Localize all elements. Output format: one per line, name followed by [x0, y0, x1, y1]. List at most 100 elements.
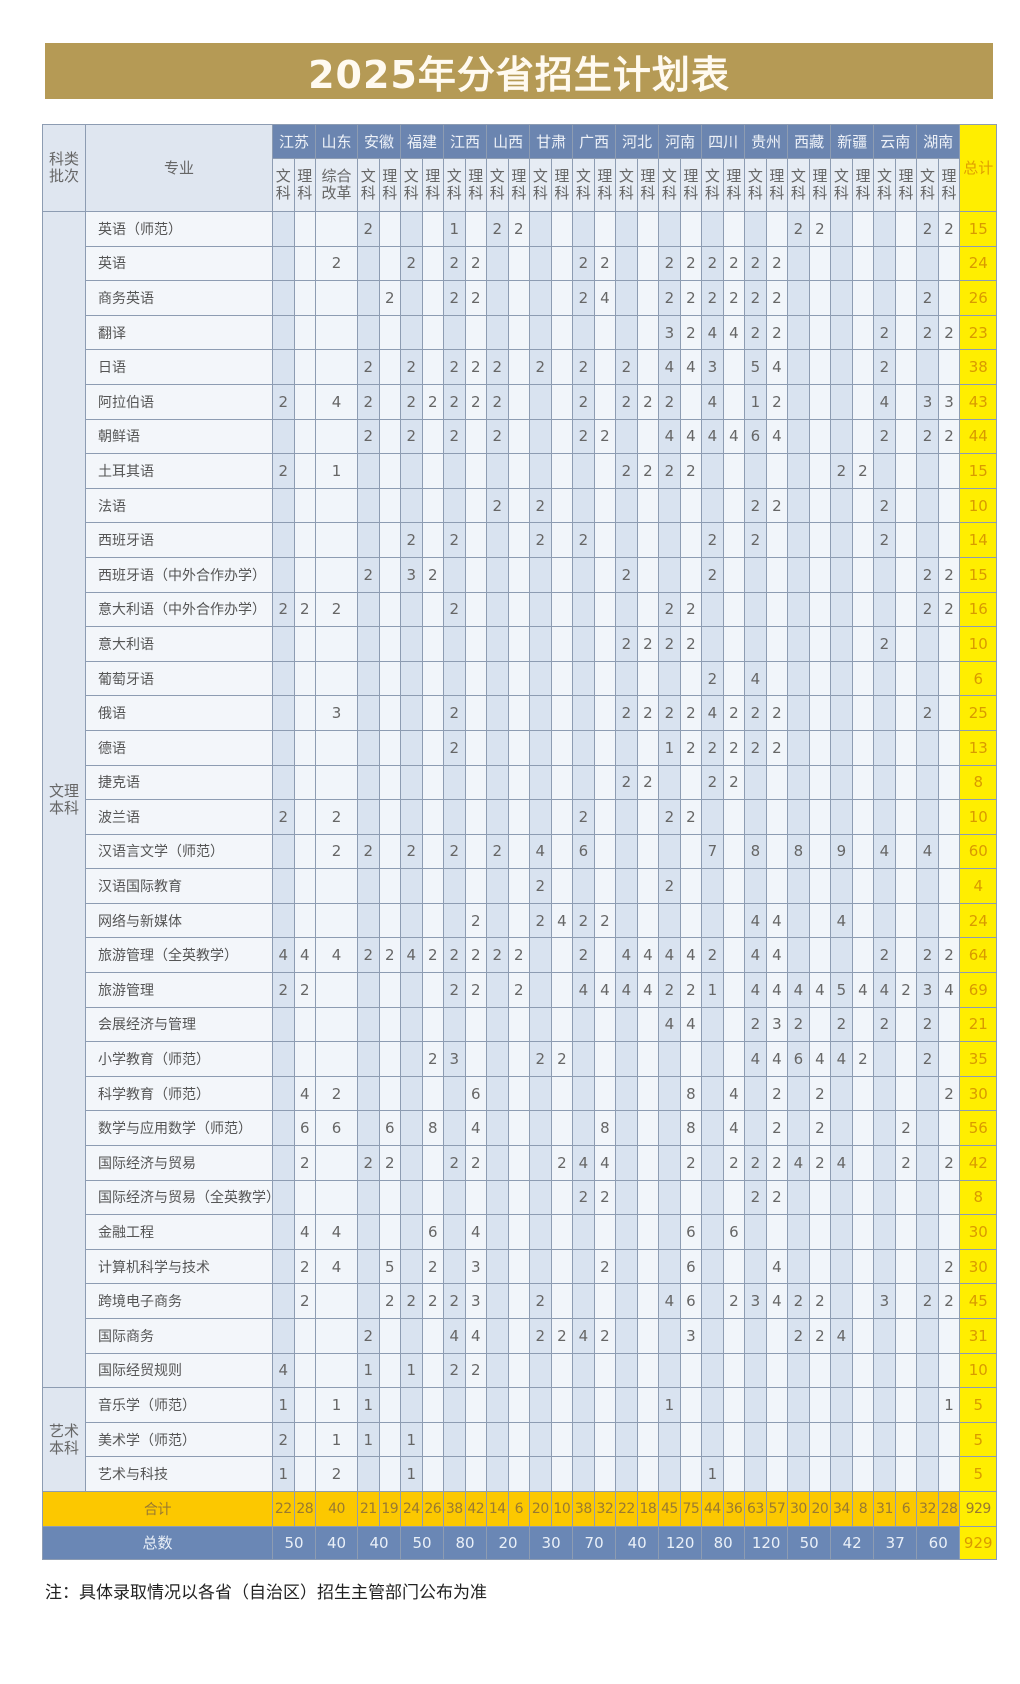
quota-cell — [400, 314, 423, 351]
quota-cell — [873, 556, 896, 593]
quota-cell — [636, 1075, 660, 1112]
quota-cell — [593, 383, 617, 420]
quota-cell: 2 — [765, 1145, 789, 1181]
quota-cell: 2 — [873, 314, 896, 351]
quota-cell — [550, 972, 574, 1008]
quota-cell — [315, 1145, 359, 1181]
quota-cell — [529, 1421, 552, 1458]
quota-cell — [464, 626, 488, 662]
quota-cell — [529, 660, 552, 697]
quota-cell — [486, 280, 509, 316]
quota-cell: 2 — [873, 487, 896, 524]
quota-cell: 2 — [529, 1041, 552, 1077]
quota-cell: 2 — [400, 349, 423, 385]
quota-cell — [808, 556, 832, 593]
quota-cell — [701, 1214, 724, 1250]
quota-cell — [593, 660, 617, 697]
quota-cell: 2 — [765, 245, 789, 282]
quota-cell: 4 — [658, 1006, 681, 1043]
quota-cell: 2 — [529, 902, 552, 939]
quota-cell: 2 — [658, 383, 681, 420]
subtotal-label: 合计 — [42, 1490, 273, 1527]
quota-cell — [593, 1041, 617, 1077]
quota-cell: 2 — [916, 937, 939, 974]
quota-cell: 2 — [744, 1145, 767, 1181]
quota-cell — [851, 1075, 875, 1112]
subtotal-cell: 75 — [679, 1490, 703, 1527]
quota-cell: 2 — [765, 1110, 789, 1147]
quota-cell — [873, 1387, 896, 1423]
quota-cell — [744, 556, 767, 593]
quota-cell: 4 — [679, 418, 703, 455]
quota-cell: 1 — [744, 383, 767, 420]
quota-cell — [787, 418, 810, 455]
quota-cell — [765, 1214, 789, 1250]
quota-cell — [894, 695, 918, 731]
quota-cell — [873, 591, 896, 628]
quota-cell — [529, 1456, 552, 1492]
quota-cell — [722, 1421, 746, 1458]
quota-cell — [550, 522, 574, 558]
quota-cell — [464, 453, 488, 489]
quota-cell — [765, 1318, 789, 1354]
quota-cell — [593, 868, 617, 904]
quota-cell: 2 — [937, 211, 961, 247]
quota-cell — [572, 1283, 595, 1319]
quota-cell — [357, 660, 380, 697]
quota-cell — [830, 1179, 853, 1216]
quota-cell — [464, 695, 488, 731]
quota-cell — [550, 1214, 574, 1250]
quota-cell: 2 — [464, 902, 488, 939]
quota-cell: 4 — [572, 972, 595, 1008]
category-cell: 艺术本科 — [42, 1387, 86, 1492]
quota-cell — [357, 1248, 380, 1285]
province-total-cell: 40 — [615, 1525, 660, 1560]
quota-cell: 2 — [486, 937, 509, 974]
quota-cell — [572, 314, 595, 351]
quota-cell — [507, 799, 531, 835]
quota-cell — [378, 556, 402, 593]
quota-cell — [443, 314, 466, 351]
subheader-liberal-arts: 文科 — [830, 158, 853, 212]
quota-cell: 4 — [851, 972, 875, 1008]
quota-cell: 2 — [357, 556, 380, 593]
quota-cell — [851, 383, 875, 420]
major-name: 会展经济与管理 — [85, 1006, 273, 1043]
quota-cell — [486, 972, 509, 1008]
quota-cell — [916, 1352, 939, 1389]
quota-cell — [636, 833, 660, 870]
subheader-science: 理科 — [421, 158, 445, 212]
major-name: 计算机科学与技术 — [85, 1248, 273, 1285]
quota-cell — [894, 729, 918, 766]
quota-cell — [507, 591, 531, 628]
quota-cell — [916, 1214, 939, 1250]
row-total: 6 — [959, 660, 998, 697]
quota-cell: 4 — [293, 937, 317, 974]
table-row: 俄语 3 2 2 2 2 2 4 2 2 2 2 25 — [43, 695, 998, 731]
quota-cell — [357, 1283, 380, 1319]
quota-cell: 2 — [486, 418, 509, 455]
quota-cell — [851, 418, 875, 455]
quota-cell: 2 — [378, 937, 402, 974]
quota-cell — [701, 1421, 724, 1458]
subheader-science: 理科 — [507, 158, 531, 212]
row-total: 25 — [959, 695, 998, 731]
row-total: 8 — [959, 1179, 998, 1216]
quota-cell: 4 — [744, 660, 767, 697]
quota-cell — [722, 1248, 746, 1285]
quota-cell — [830, 1214, 853, 1250]
quota-cell: 2 — [658, 245, 681, 282]
quota-cell — [464, 868, 488, 904]
major-name: 国际经济与贸易 — [85, 1145, 273, 1181]
quota-cell — [808, 626, 832, 662]
quota-cell — [378, 1006, 402, 1043]
quota-cell: 2 — [293, 1283, 317, 1319]
quota-cell — [765, 764, 789, 801]
quota-cell: 4 — [787, 972, 810, 1008]
grand-total-value: 929 — [959, 1525, 998, 1560]
table-row: 艺术本科 音乐学（师范） 1 1 1 1 1 5 — [42, 1387, 998, 1492]
quota-cell — [851, 1318, 875, 1354]
quota-cell — [744, 591, 767, 628]
subheader-science: 理科 — [464, 158, 488, 212]
quota-cell: 1 — [315, 453, 359, 489]
